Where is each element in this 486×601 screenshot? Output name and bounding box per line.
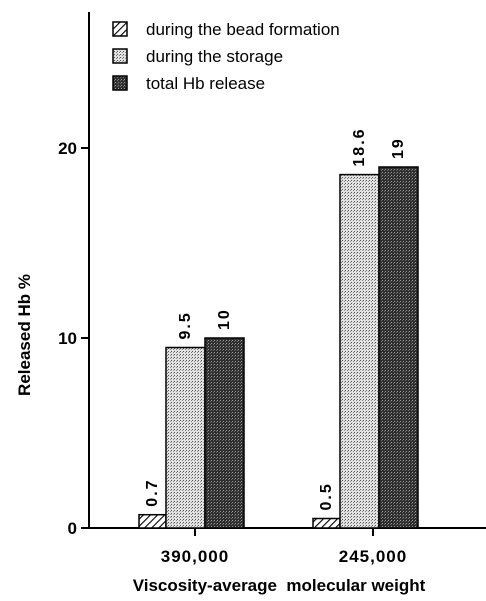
bar-dark-dots <box>378 166 419 529</box>
data-label: 19 <box>390 137 407 159</box>
bar-light-dots <box>165 346 206 529</box>
legend-swatch <box>112 48 128 64</box>
y-tick-label: 20 <box>58 139 77 158</box>
legend-swatch <box>112 21 128 37</box>
legend-label: total Hb release <box>146 74 265 93</box>
data-label: 9.5 <box>177 311 194 339</box>
legend-label: during the storage <box>146 47 283 66</box>
axes: 0 10 20 390,000 245,000 <box>58 12 486 566</box>
bar-hatch <box>312 517 341 529</box>
legend-label: during the bead formation <box>146 20 340 39</box>
data-label: 0.5 <box>318 482 335 510</box>
bar-hatch <box>138 513 167 529</box>
x-tick-label: 245,000 <box>339 547 407 566</box>
bars: 0.7 9.5 10 0.5 18.6 19 <box>138 127 419 529</box>
y-tick-label: 0 <box>68 519 77 538</box>
y-axis-title: Released Hb % <box>15 274 34 396</box>
x-tick-label: 390,000 <box>161 547 229 566</box>
legend: during the bead formation during the stor… <box>112 20 340 93</box>
data-label: 18.6 <box>351 127 368 166</box>
x-axis-title: Viscosity-average molecular weight <box>133 576 426 595</box>
bar-dark-dots <box>204 337 245 529</box>
bar-light-dots <box>339 173 380 529</box>
data-label: 10 <box>216 308 233 330</box>
data-label: 0.7 <box>144 478 161 506</box>
y-tick-label: 10 <box>58 329 77 348</box>
legend-swatch <box>112 75 128 91</box>
